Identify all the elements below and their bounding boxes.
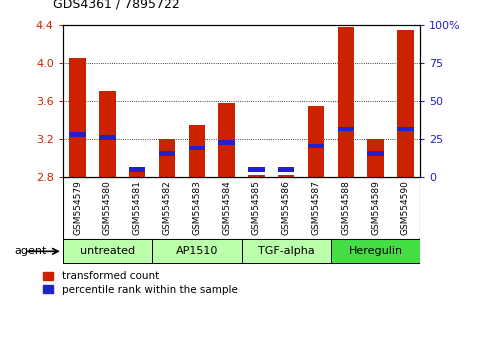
Text: GSM554581: GSM554581 [133, 180, 142, 235]
Text: GSM554590: GSM554590 [401, 180, 410, 235]
Text: GSM554584: GSM554584 [222, 180, 231, 235]
Bar [218, 140, 235, 145]
Bar [278, 167, 294, 172]
Bar [368, 151, 384, 156]
Text: AP1510: AP1510 [176, 246, 218, 256]
Bar [189, 125, 205, 177]
Bar [278, 175, 294, 177]
Bar [70, 58, 86, 177]
Text: GSM554583: GSM554583 [192, 180, 201, 235]
Bar [368, 139, 384, 177]
Bar [308, 105, 324, 177]
Bar [129, 167, 145, 177]
FancyBboxPatch shape [242, 239, 331, 263]
Text: Heregulin: Heregulin [348, 246, 403, 256]
FancyBboxPatch shape [152, 239, 242, 263]
Bar [338, 27, 354, 177]
Bar [189, 145, 205, 150]
Bar [99, 91, 115, 177]
Bar [308, 144, 324, 148]
Text: GSM554580: GSM554580 [103, 180, 112, 235]
Text: GDS4361 / 7895722: GDS4361 / 7895722 [53, 0, 180, 11]
Bar [99, 135, 115, 140]
Bar [159, 151, 175, 156]
Bar [397, 127, 413, 131]
Bar [129, 167, 145, 172]
Bar [248, 175, 265, 177]
Text: GSM554585: GSM554585 [252, 180, 261, 235]
Text: GSM554586: GSM554586 [282, 180, 291, 235]
Legend: transformed count, percentile rank within the sample: transformed count, percentile rank withi… [39, 267, 242, 299]
Text: TGF-alpha: TGF-alpha [258, 246, 314, 256]
Text: untreated: untreated [80, 246, 135, 256]
Bar [159, 139, 175, 177]
Bar [218, 103, 235, 177]
Bar [248, 167, 265, 172]
Text: GSM554587: GSM554587 [312, 180, 320, 235]
FancyBboxPatch shape [63, 239, 152, 263]
Bar [70, 132, 86, 137]
Text: GSM554582: GSM554582 [163, 180, 171, 235]
Text: GSM554589: GSM554589 [371, 180, 380, 235]
Bar [338, 127, 354, 131]
FancyBboxPatch shape [331, 239, 420, 263]
Text: GSM554579: GSM554579 [73, 180, 82, 235]
Text: GSM554588: GSM554588 [341, 180, 350, 235]
Text: agent: agent [14, 246, 47, 256]
Bar [397, 29, 413, 177]
